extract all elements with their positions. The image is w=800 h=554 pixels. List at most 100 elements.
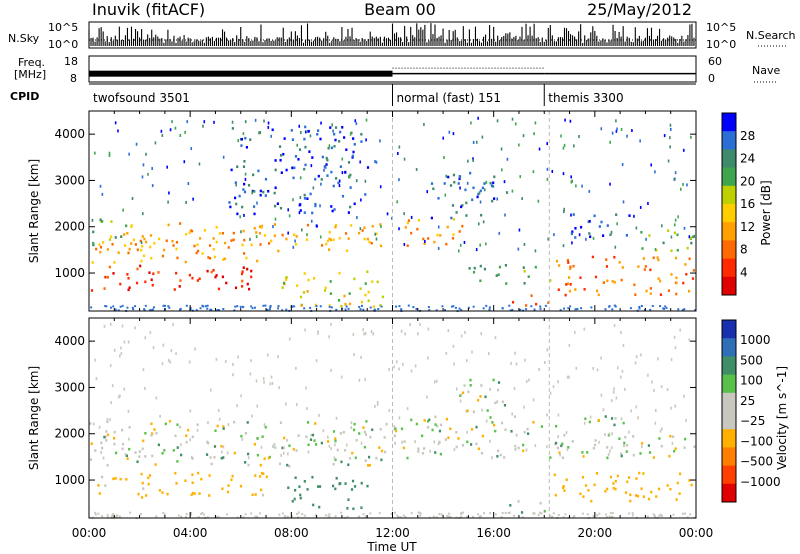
heat-cell: [682, 281, 685, 285]
colorbar-swatch: [722, 447, 736, 467]
heat-speckle: [197, 516, 200, 519]
heat-cell: [253, 190, 256, 193]
heat-cell: [128, 247, 131, 251]
heat-speckle: [567, 307, 570, 310]
heat-speckle: [677, 308, 680, 311]
heat-cell: [108, 265, 111, 269]
heat-cell: [231, 474, 234, 478]
heat-speckle: [570, 175, 572, 179]
heat-speckle: [511, 412, 513, 416]
velocity-colorbar-label-text: Velocity [m s^-1]: [775, 366, 789, 470]
heat-speckle: [270, 134, 272, 138]
heat-speckle: [459, 186, 461, 190]
heat-speckle: [108, 151, 111, 155]
heat-speckle: [575, 184, 577, 188]
heat-cell: [505, 191, 509, 194]
heat-speckle: [592, 367, 595, 371]
heat-cell: [690, 241, 693, 245]
heat-cell: [687, 289, 691, 293]
heat-cell: [121, 442, 125, 446]
heat-cell: [270, 239, 273, 243]
heat-cell: [334, 225, 337, 229]
heat-cell: [689, 236, 692, 240]
heat-cell: [571, 440, 574, 443]
heat-cell: [212, 237, 215, 240]
heat-speckle: [240, 394, 242, 398]
heat-speckle: [424, 240, 426, 244]
heat-speckle: [682, 182, 684, 186]
heat-cell: [320, 244, 324, 247]
heat-speckle: [559, 309, 562, 312]
heat-cell: [364, 433, 368, 436]
heat-cell: [185, 232, 188, 236]
heat-cell: [569, 283, 572, 286]
heat-cell: [144, 455, 147, 458]
heat-cell: [191, 491, 195, 495]
heat-speckle: [358, 305, 361, 308]
heat-cell: [92, 243, 95, 247]
heat-speckle: [127, 409, 130, 413]
heat-speckle: [569, 305, 572, 308]
heat-cell: [197, 249, 200, 253]
heat-speckle: [123, 387, 126, 391]
heat-cell: [144, 240, 148, 244]
heat-speckle: [359, 308, 362, 311]
heat-cell: [161, 451, 164, 455]
heat-speckle: [234, 305, 237, 308]
heat-cell: [331, 209, 334, 213]
heat-cell: [259, 189, 262, 193]
heat-speckle: [406, 407, 409, 411]
heat-speckle: [427, 327, 430, 331]
heat-cell: [379, 427, 382, 431]
heat-cell: [291, 499, 294, 503]
heat-speckle: [630, 409, 632, 413]
heat-speckle: [551, 169, 554, 173]
heat-cell: [447, 175, 450, 179]
heat-speckle: [515, 362, 518, 366]
heat-speckle: [369, 306, 372, 309]
heat-speckle: [398, 145, 401, 149]
heat-speckle: [518, 143, 520, 147]
heat-speckle: [686, 516, 689, 519]
heat-cell: [492, 181, 495, 185]
heat-cell: [535, 302, 538, 306]
heat-cell: [112, 272, 115, 275]
heat-cell: [635, 477, 638, 480]
heat-cell: [240, 434, 243, 438]
heat-cell: [347, 161, 351, 164]
heat-cell: [676, 481, 679, 485]
heat-cell: [352, 507, 355, 511]
heat-speckle: [443, 309, 446, 312]
heat-speckle: [162, 304, 165, 307]
heat-speckle: [657, 357, 659, 361]
heat-speckle: [566, 447, 569, 451]
heat-speckle: [330, 368, 332, 372]
heat-speckle: [470, 121, 472, 125]
y-tick-label: 3000: [54, 380, 85, 394]
heat-speckle: [330, 447, 332, 451]
heat-speckle: [651, 380, 653, 384]
heat-speckle: [538, 367, 540, 371]
heat-cell: [318, 485, 322, 488]
heat-cell: [172, 244, 175, 247]
heat-cell: [304, 125, 307, 129]
heat-speckle: [533, 132, 535, 136]
heat-cell: [307, 443, 310, 447]
heat-cell: [358, 432, 361, 435]
heat-speckle: [403, 242, 406, 246]
heat-speckle: [677, 215, 679, 219]
heat-cell: [360, 481, 363, 485]
heat-speckle: [610, 230, 613, 234]
heat-cell: [496, 455, 499, 458]
heat-speckle: [609, 511, 612, 514]
heat-speckle: [338, 184, 341, 188]
heat-cell: [233, 420, 236, 424]
colorbar-tick-label: 500: [740, 353, 763, 367]
heat-speckle: [357, 515, 360, 518]
heat-speckle: [281, 309, 284, 312]
heat-cell: [265, 475, 268, 479]
heat-cell: [128, 286, 131, 289]
heat-speckle: [187, 182, 190, 186]
heat-speckle: [652, 513, 655, 516]
heat-cell: [579, 276, 582, 279]
